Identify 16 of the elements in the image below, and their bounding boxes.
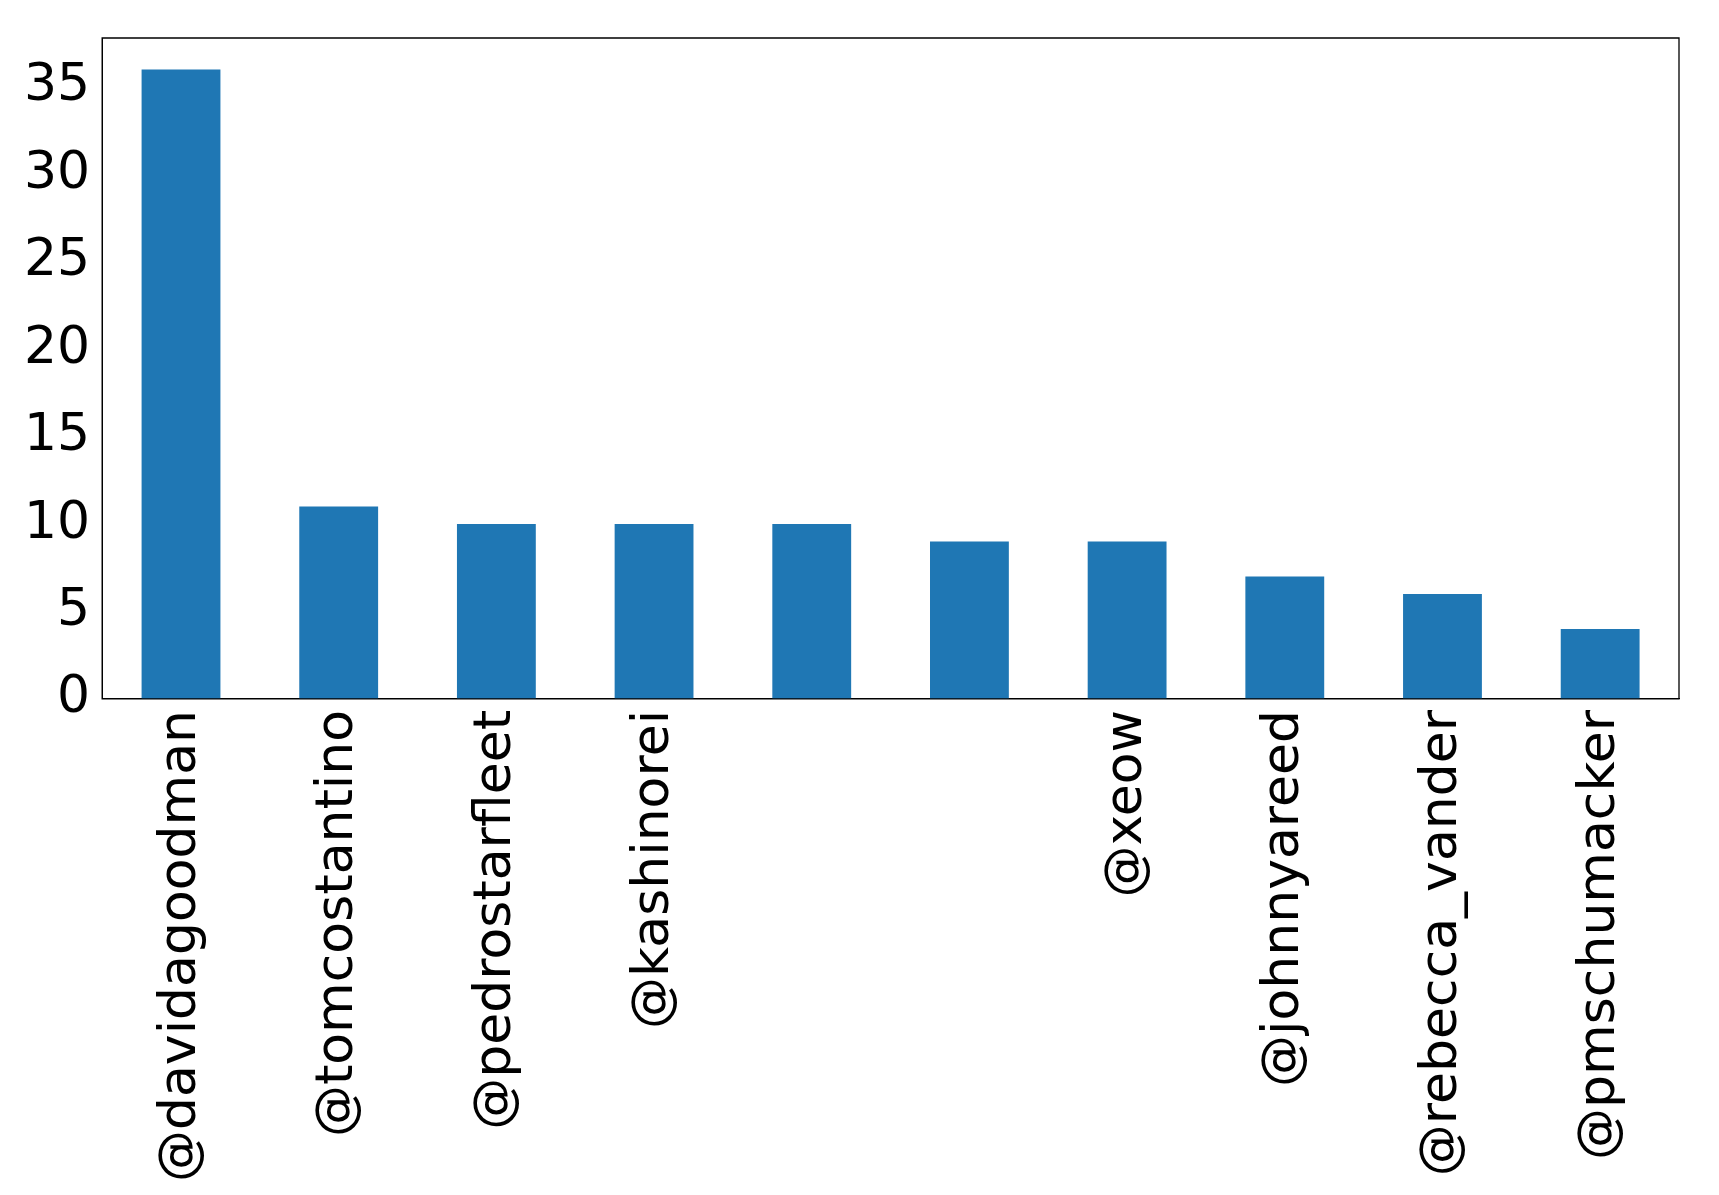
y-tick-label: 35 [24,52,91,113]
y-tick-label: 20 [24,314,91,375]
x-tick-label: @kashinorei [619,709,680,1029]
x-tick-label: @davidagoodman [146,709,207,1183]
x-tick-label: @pmschumacker [1565,709,1626,1160]
y-tick-label: 15 [24,402,91,463]
y-tick-label: 10 [24,489,91,550]
x-tick-label: @johnnyareed [1250,709,1311,1087]
y-tick-label: 30 [24,139,91,200]
x-tick-label: @tomcostantino [304,709,365,1138]
x-tick-label: @pedrostarfleet [461,709,522,1130]
y-tick-label: 25 [24,227,91,288]
y-tick-label: 5 [57,577,91,638]
x-tick-label: @xeow [1092,709,1153,898]
x-tick-label: @rebecca_vander [1407,709,1468,1177]
y-tick-label: 0 [57,664,91,725]
